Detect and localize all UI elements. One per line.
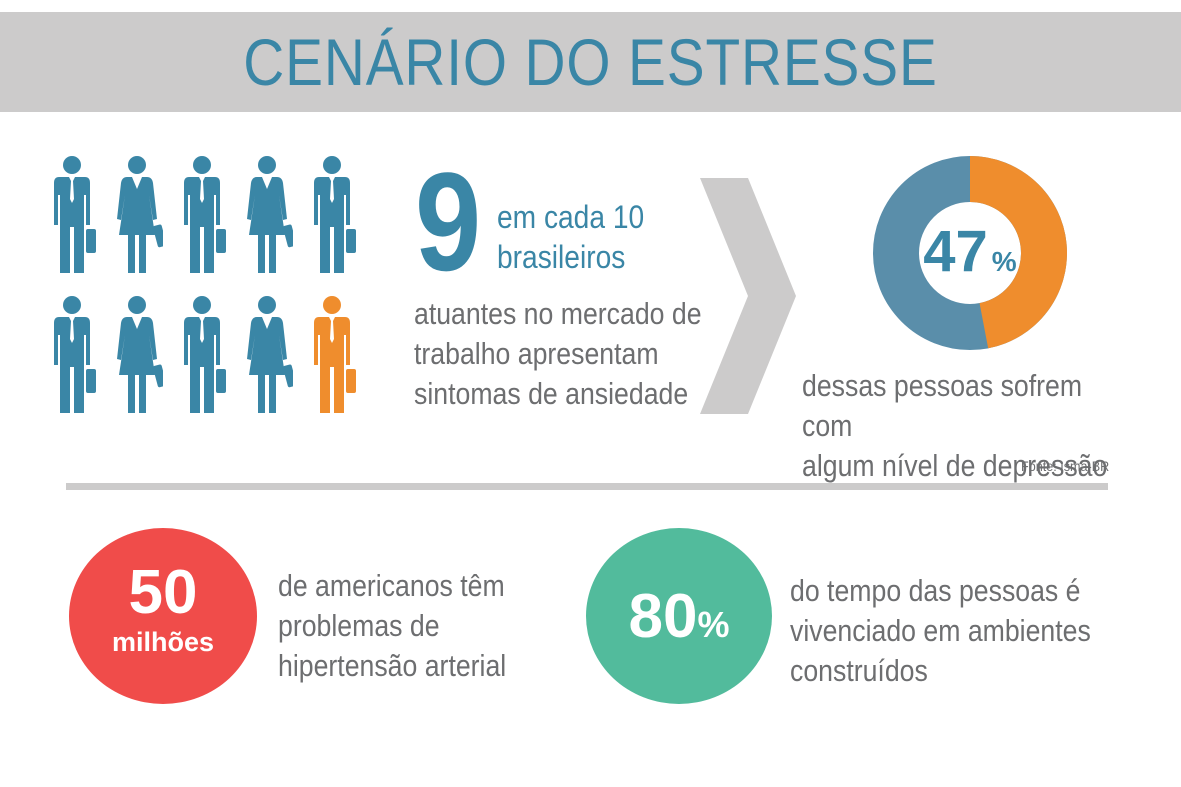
people-pictogram bbox=[46, 155, 366, 420]
header-banner: CENÁRIO DO ESTRESSE bbox=[0, 12, 1181, 112]
man-icon bbox=[306, 155, 358, 275]
depression-percentage: 47% bbox=[872, 220, 1068, 284]
hypertension-unit: milhões bbox=[111, 627, 215, 657]
man-icon bbox=[306, 295, 358, 415]
hypertension-value: 50 bbox=[128, 558, 198, 627]
depression-description: dessas pessoas sofrem com algum nível de… bbox=[802, 368, 1108, 483]
man-icon bbox=[176, 295, 228, 415]
anxiety-count-text: em cada 10 brasileiros bbox=[497, 199, 645, 275]
environment-description: do tempo das pessoas é vivenciado em amb… bbox=[790, 573, 1091, 688]
man-icon bbox=[46, 295, 98, 415]
woman-icon bbox=[241, 295, 293, 415]
woman-icon bbox=[241, 155, 293, 275]
section-divider bbox=[66, 483, 1108, 490]
donut-chart bbox=[873, 156, 1067, 350]
hypertension-circle bbox=[69, 528, 257, 704]
man-icon bbox=[176, 155, 228, 275]
environment-percent-sign: % bbox=[697, 604, 730, 645]
woman-icon bbox=[111, 295, 163, 415]
woman-icon bbox=[111, 155, 163, 275]
environment-circle bbox=[586, 528, 772, 704]
page-title: CENÁRIO DO ESTRESSE bbox=[243, 25, 938, 99]
hypertension-description: de americanos têm problemas de hipertens… bbox=[278, 568, 507, 683]
donut-share-segment bbox=[969, 156, 1067, 349]
environment-percentage: 80% bbox=[586, 584, 772, 666]
chevron-right-icon bbox=[700, 178, 796, 414]
source-note: Fonte: Isma-BR bbox=[1021, 458, 1110, 474]
anxiety-description: atuantes no mercado de trabalho apresent… bbox=[414, 296, 702, 411]
depression-value: 47 bbox=[923, 219, 988, 284]
anxiety-number: 9 bbox=[415, 143, 482, 300]
environment-value: 80 bbox=[628, 582, 698, 651]
man-icon bbox=[46, 155, 98, 275]
depression-percent-sign: % bbox=[991, 246, 1017, 277]
